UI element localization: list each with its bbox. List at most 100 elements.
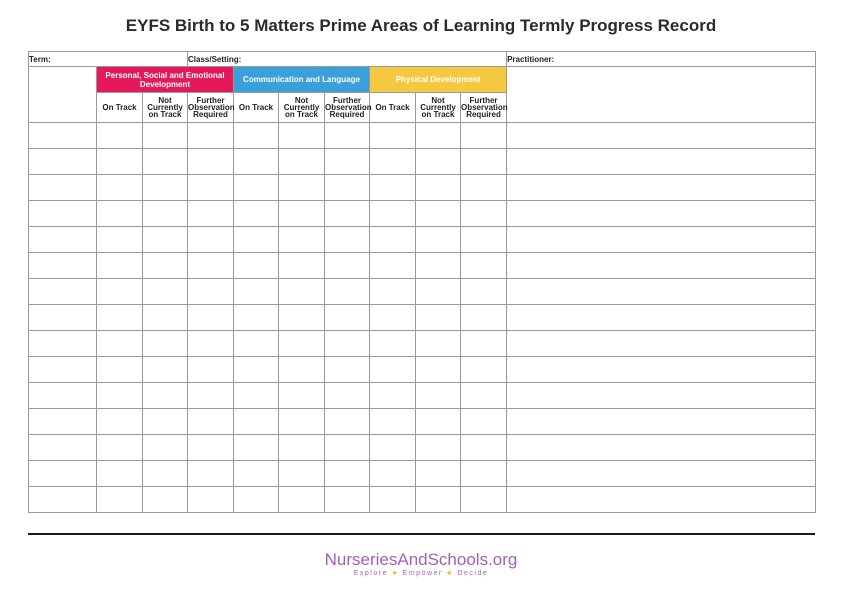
assessment-cell[interactable] xyxy=(324,148,370,175)
assessment-cell[interactable] xyxy=(369,174,416,201)
assessment-cell[interactable] xyxy=(233,174,279,201)
notes-cell[interactable] xyxy=(506,460,817,487)
child-name-cell[interactable] xyxy=(28,304,97,331)
assessment-cell[interactable] xyxy=(233,304,279,331)
assessment-cell[interactable] xyxy=(459,408,508,435)
assessment-cell[interactable] xyxy=(96,434,143,461)
notes-cell[interactable] xyxy=(506,486,817,513)
assessment-cell[interactable] xyxy=(233,330,279,357)
child-name-cell[interactable] xyxy=(28,200,97,227)
assessment-cell[interactable] xyxy=(233,148,279,175)
assessment-cell[interactable] xyxy=(96,148,143,175)
assessment-cell[interactable] xyxy=(369,148,416,175)
assessment-cell[interactable] xyxy=(142,408,188,435)
assessment-cell[interactable] xyxy=(233,434,279,461)
assessment-cell[interactable] xyxy=(459,486,508,513)
notes-cell[interactable] xyxy=(506,330,817,357)
assessment-cell[interactable] xyxy=(324,122,370,149)
assessment-cell[interactable] xyxy=(96,304,143,331)
child-name-cell[interactable] xyxy=(28,330,97,357)
assessment-cell[interactable] xyxy=(324,408,370,435)
assessment-cell[interactable] xyxy=(459,278,508,305)
notes-cell[interactable] xyxy=(506,382,817,409)
notes-cell[interactable] xyxy=(506,200,817,227)
assessment-cell[interactable] xyxy=(459,330,508,357)
child-name-cell[interactable] xyxy=(28,174,97,201)
assessment-cell[interactable] xyxy=(96,486,143,513)
assessment-cell[interactable] xyxy=(142,122,188,149)
assessment-cell[interactable] xyxy=(142,278,188,305)
assessment-cell[interactable] xyxy=(324,356,370,383)
assessment-cell[interactable] xyxy=(324,460,370,487)
practitioner-field[interactable]: Practitioner: xyxy=(506,51,817,67)
assessment-cell[interactable] xyxy=(415,200,461,227)
assessment-cell[interactable] xyxy=(278,408,325,435)
assessment-cell[interactable] xyxy=(369,226,416,253)
assessment-cell[interactable] xyxy=(187,278,234,305)
assessment-cell[interactable] xyxy=(324,434,370,461)
assessment-cell[interactable] xyxy=(187,382,234,409)
assessment-cell[interactable] xyxy=(96,460,143,487)
assessment-cell[interactable] xyxy=(415,460,461,487)
assessment-cell[interactable] xyxy=(415,148,461,175)
assessment-cell[interactable] xyxy=(459,122,508,149)
assessment-cell[interactable] xyxy=(278,122,325,149)
assessment-cell[interactable] xyxy=(278,278,325,305)
assessment-cell[interactable] xyxy=(96,278,143,305)
assessment-cell[interactable] xyxy=(415,122,461,149)
assessment-cell[interactable] xyxy=(187,434,234,461)
assessment-cell[interactable] xyxy=(278,434,325,461)
assessment-cell[interactable] xyxy=(278,174,325,201)
assessment-cell[interactable] xyxy=(233,200,279,227)
child-name-cell[interactable] xyxy=(28,434,97,461)
child-name-cell[interactable] xyxy=(28,122,97,149)
assessment-cell[interactable] xyxy=(369,434,416,461)
assessment-cell[interactable] xyxy=(324,486,370,513)
assessment-cell[interactable] xyxy=(233,486,279,513)
class-setting-field[interactable]: Class/Setting: xyxy=(186,51,508,67)
assessment-cell[interactable] xyxy=(278,356,325,383)
assessment-cell[interactable] xyxy=(142,200,188,227)
assessment-cell[interactable] xyxy=(324,200,370,227)
assessment-cell[interactable] xyxy=(324,174,370,201)
assessment-cell[interactable] xyxy=(324,382,370,409)
assessment-cell[interactable] xyxy=(459,252,508,279)
assessment-cell[interactable] xyxy=(415,330,461,357)
notes-cell[interactable] xyxy=(506,304,817,331)
assessment-cell[interactable] xyxy=(142,486,188,513)
assessment-cell[interactable] xyxy=(278,486,325,513)
assessment-cell[interactable] xyxy=(233,226,279,253)
assessment-cell[interactable] xyxy=(96,356,143,383)
assessment-cell[interactable] xyxy=(415,252,461,279)
assessment-cell[interactable] xyxy=(278,148,325,175)
assessment-cell[interactable] xyxy=(415,434,461,461)
child-name-cell[interactable] xyxy=(28,356,97,383)
assessment-cell[interactable] xyxy=(187,330,234,357)
assessment-cell[interactable] xyxy=(142,304,188,331)
assessment-cell[interactable] xyxy=(187,122,234,149)
child-name-cell[interactable] xyxy=(28,486,97,513)
notes-cell[interactable] xyxy=(506,278,817,305)
assessment-cell[interactable] xyxy=(187,148,234,175)
assessment-cell[interactable] xyxy=(233,460,279,487)
notes-cell[interactable] xyxy=(506,226,817,253)
assessment-cell[interactable] xyxy=(233,408,279,435)
assessment-cell[interactable] xyxy=(369,330,416,357)
notes-cell[interactable] xyxy=(506,408,817,435)
notes-cell[interactable] xyxy=(506,252,817,279)
assessment-cell[interactable] xyxy=(459,148,508,175)
child-name-cell[interactable] xyxy=(28,460,97,487)
assessment-cell[interactable] xyxy=(96,252,143,279)
assessment-cell[interactable] xyxy=(142,226,188,253)
assessment-cell[interactable] xyxy=(415,408,461,435)
notes-cell[interactable] xyxy=(506,434,817,461)
assessment-cell[interactable] xyxy=(187,356,234,383)
assessment-cell[interactable] xyxy=(459,226,508,253)
assessment-cell[interactable] xyxy=(278,252,325,279)
assessment-cell[interactable] xyxy=(369,460,416,487)
assessment-cell[interactable] xyxy=(459,356,508,383)
assessment-cell[interactable] xyxy=(233,252,279,279)
child-name-cell[interactable] xyxy=(28,408,97,435)
assessment-cell[interactable] xyxy=(324,278,370,305)
assessment-cell[interactable] xyxy=(324,330,370,357)
